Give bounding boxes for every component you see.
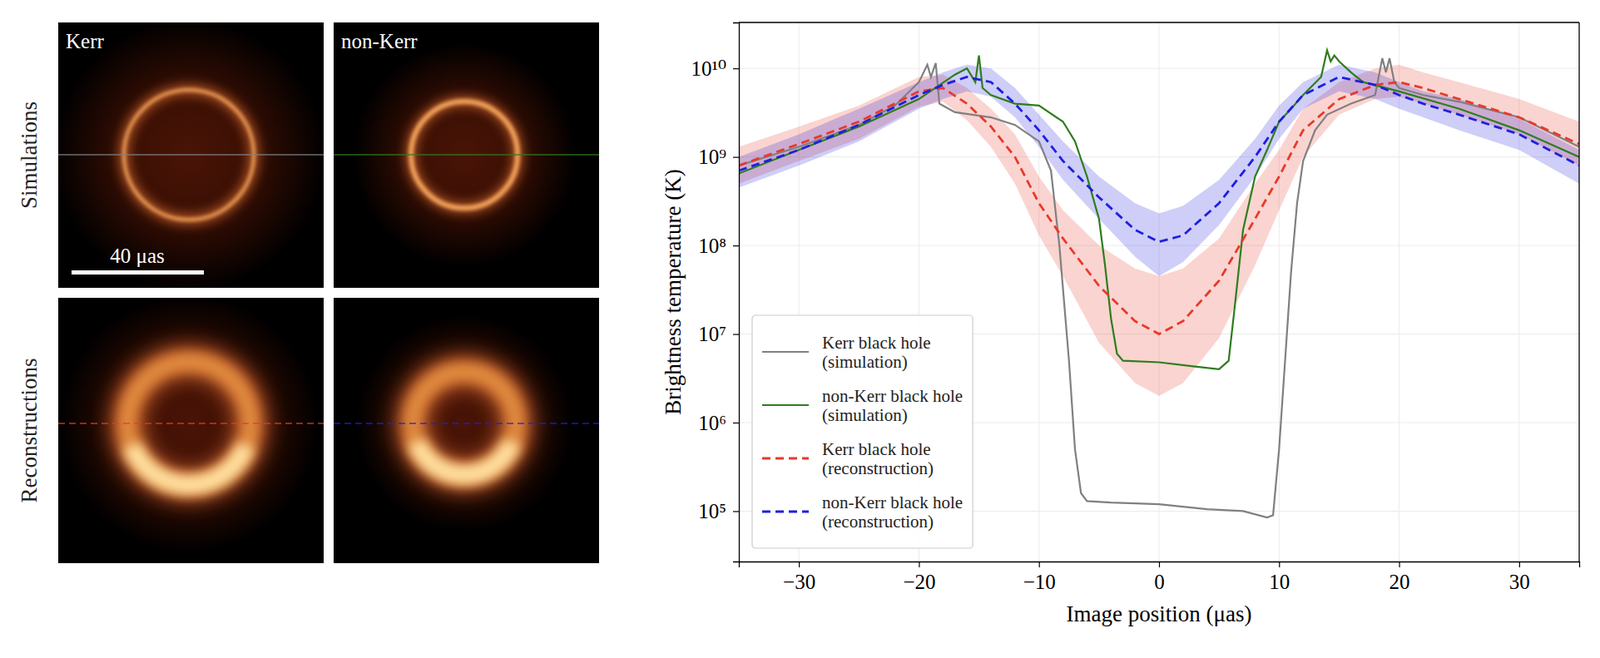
tick-label: 10⁷	[698, 322, 727, 346]
axis-line	[739, 562, 1581, 569]
cut-line	[58, 422, 324, 425]
legend-box	[752, 315, 973, 549]
tick-mark	[1159, 561, 1160, 568]
tick-label: 0	[1154, 570, 1165, 594]
tick-mark	[798, 561, 800, 568]
plot-area	[738, 49, 1580, 518]
series-line	[738, 82, 1580, 335]
tick-mark	[1278, 561, 1280, 568]
legend-label: Kerr black hole(simulation)	[822, 332, 932, 372]
axis-title: Image position (μas)	[1066, 601, 1253, 627]
grid-line	[1038, 22, 1040, 562]
legend-label: non-Kerr black hole(reconstruction)	[822, 492, 963, 532]
tick-label: 30	[1509, 570, 1531, 594]
series-line	[738, 77, 1580, 243]
tick: 30	[1509, 561, 1531, 594]
series-line	[738, 58, 1580, 518]
x-axis: −30 −20 −10 0 10 20 30	[739, 561, 1581, 594]
tick-mark	[1039, 561, 1041, 568]
frame	[1578, 22, 1580, 562]
tick: 10⁷	[698, 322, 739, 346]
tick: 10¹⁰	[690, 57, 739, 80]
cut-line	[58, 153, 324, 156]
tick-label: 10⁹	[698, 145, 727, 169]
legend-label: non-Kerr black hole(simulation)	[822, 386, 963, 426]
grid-line	[738, 156, 1580, 158]
tick-mark	[733, 333, 739, 335]
tick-mark	[733, 157, 739, 159]
tick: 10⁸	[698, 234, 739, 258]
figure: Kerr non-Kerr Simulations Reconstructions 40…	[0, 0, 1600, 658]
uncertainty-band	[738, 64, 1580, 397]
legend-label: Kerr black hole(reconstruction)	[822, 439, 934, 479]
image-panel	[333, 297, 600, 564]
tick-mark	[918, 561, 920, 568]
tick-label: −10	[1023, 570, 1056, 594]
panel-background	[333, 22, 600, 288]
tick-label: −20	[902, 570, 936, 594]
y-axis: 10⁵ 10⁶ 10⁷ 10⁸ 10⁹ 10¹⁰	[690, 23, 739, 563]
tick: 10⁶	[698, 411, 739, 435]
grid-line	[738, 68, 1580, 70]
tick-mark	[1398, 561, 1400, 568]
tick: 10⁹	[698, 145, 739, 169]
grid	[738, 22, 1580, 562]
tick-label: −30	[782, 570, 816, 594]
axis-title: Brightness temperature (K)	[660, 168, 686, 415]
glow	[59, 297, 319, 553]
image-panel	[58, 22, 324, 288]
tick-mark	[733, 510, 739, 512]
legend-swatch	[762, 457, 809, 461]
image-panel	[58, 297, 324, 564]
legend-swatch	[762, 351, 809, 353]
tick: 20	[1389, 561, 1411, 594]
legend: Kerr black hole(simulation) non-Kerr blac…	[752, 315, 973, 549]
tick: −30	[782, 561, 816, 594]
row-label: Reconstructions	[16, 358, 42, 504]
tick: 0	[1154, 561, 1165, 594]
tick-label: 10⁵	[698, 500, 727, 523]
scale-bar	[71, 270, 204, 275]
panel-background	[333, 297, 600, 564]
axis-line	[733, 23, 740, 563]
panel-title: non-Kerr	[341, 29, 418, 53]
tick-label: 10⁶	[698, 411, 727, 435]
legend-swatch	[762, 510, 809, 514]
grid-line	[1278, 22, 1280, 562]
scale-bar-label: 40 μas	[109, 244, 164, 268]
tick: −20	[902, 561, 936, 594]
ring-bright	[407, 438, 521, 485]
tick-mark	[733, 422, 739, 424]
tick-label: 20	[1389, 570, 1411, 594]
row-label: Simulations	[16, 101, 42, 209]
tick: 10	[1268, 561, 1290, 594]
image-panel	[333, 22, 600, 288]
tick-label: 10¹⁰	[690, 57, 727, 80]
tick-mark	[733, 68, 739, 70]
tick-label: 10⁸	[698, 234, 727, 258]
tick-mark	[733, 245, 739, 247]
tick: 10⁵	[698, 500, 739, 523]
tick: −10	[1023, 561, 1056, 594]
panel-title: Kerr	[65, 29, 105, 53]
tick-mark	[1519, 561, 1521, 568]
tick-label: 10	[1268, 570, 1290, 594]
cut-line	[333, 153, 600, 156]
frame	[738, 21, 1580, 23]
glow	[58, 22, 324, 288]
legend-swatch	[762, 404, 809, 407]
ring-bright	[123, 442, 255, 495]
plot-background	[738, 22, 1580, 562]
cut-line	[333, 422, 600, 425]
